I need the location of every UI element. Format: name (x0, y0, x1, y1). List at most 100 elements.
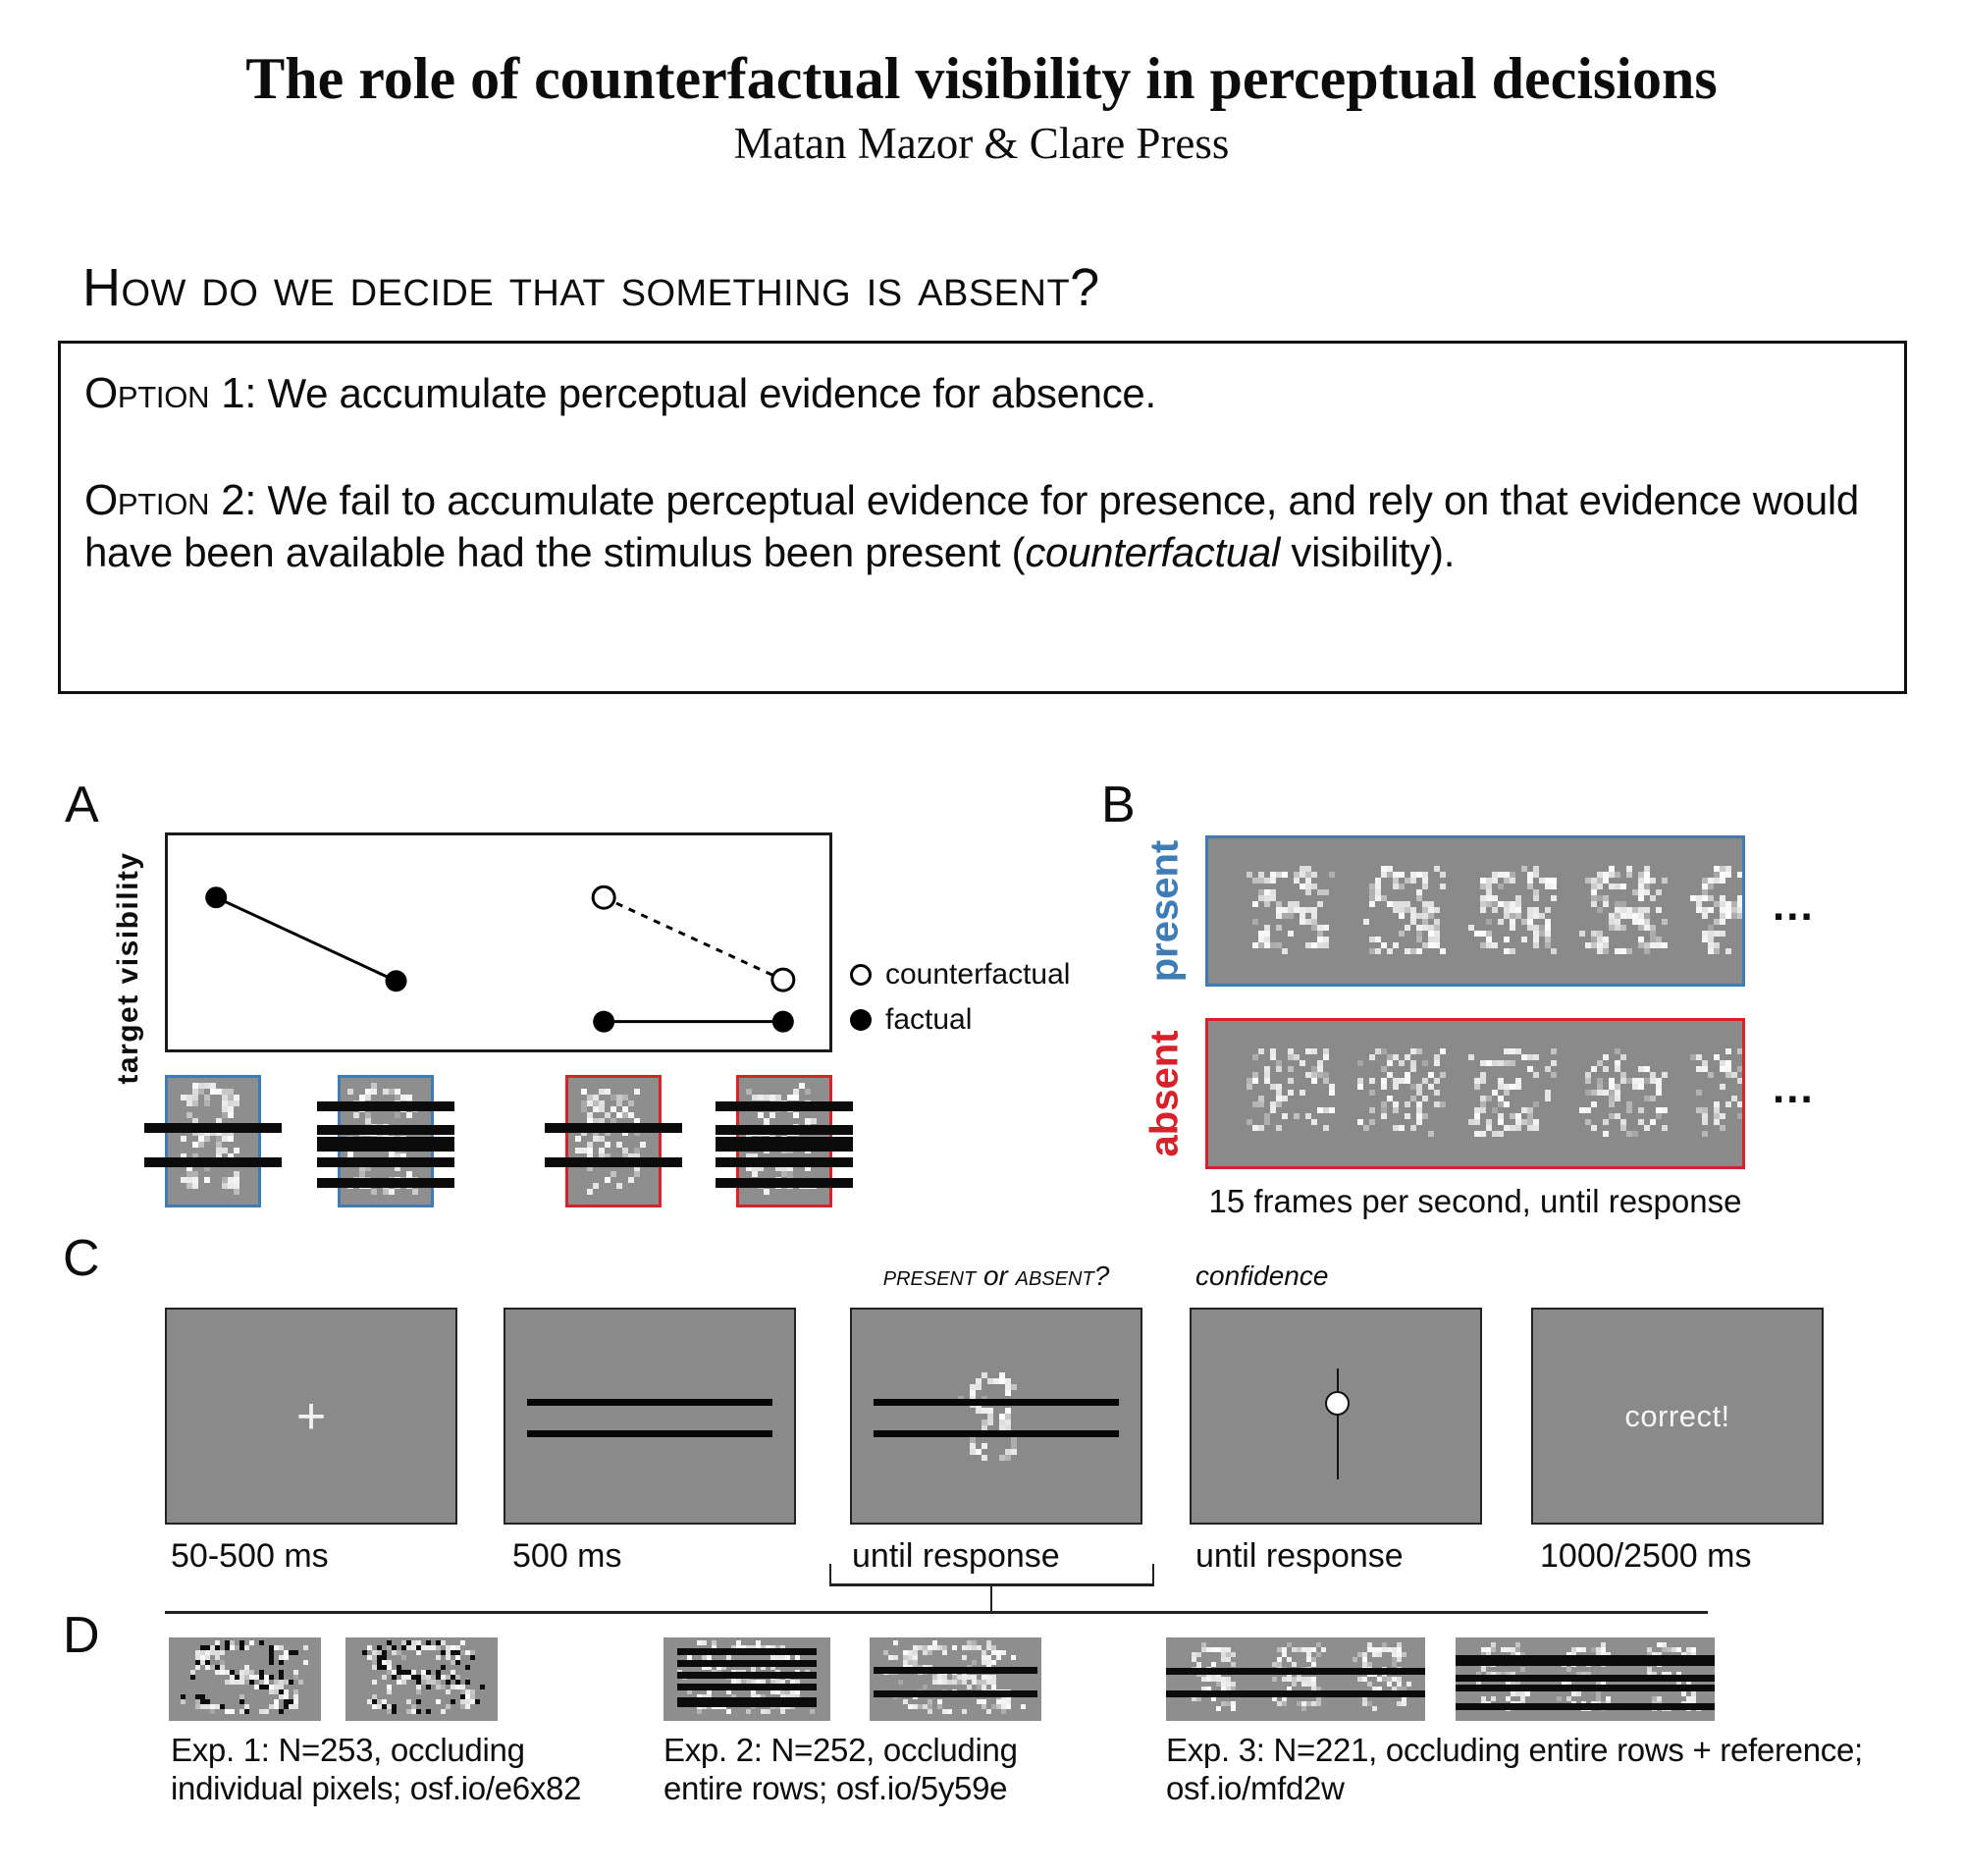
factual-data-point (205, 886, 228, 909)
present-example-patch (317, 1075, 454, 1207)
duration-feedback: 1000/2500 ms (1540, 1537, 1752, 1575)
present-noise-frame (1238, 862, 1346, 960)
bracket-stem (990, 1586, 992, 1612)
experiment-3-stimulus-patch (1166, 1637, 1425, 1721)
experiment-2-stimulus-patch (663, 1637, 830, 1721)
confidence-scale-line (1337, 1368, 1339, 1479)
exp3-caption: Exp. 3: N=221, occluding entire rows + r… (1166, 1731, 1863, 1807)
legend-label-counterfactual: counterfactual (885, 958, 1071, 991)
occluding-bar (1166, 1668, 1425, 1675)
occluding-bar (677, 1648, 817, 1655)
scatter-plot-svg (205, 884, 796, 1033)
screen-confidence (1190, 1308, 1482, 1525)
absent-noise-frame (1459, 1045, 1567, 1143)
counterfactual-data-point (591, 884, 616, 910)
present-noise-frame (1681, 862, 1742, 960)
occluding-bar (874, 1690, 1037, 1697)
absent-example-patch (545, 1075, 682, 1207)
occluding-bar (716, 1137, 853, 1152)
visibility-schematic-plot (165, 832, 832, 1052)
noise-stimulus-image (956, 1370, 1027, 1467)
exp2-caption-line1: Exp. 2: N=252, occluding (663, 1732, 1018, 1768)
occluding-bar (1166, 1690, 1425, 1697)
screen-stimulus (850, 1308, 1142, 1525)
occluding-bar (874, 1667, 1037, 1674)
panel-a-label: A (65, 777, 99, 833)
detection-title-absent: absent? (1015, 1260, 1110, 1291)
present-ellipsis: ... (1773, 882, 1815, 930)
duration-lines: 500 ms (512, 1537, 622, 1575)
frame-rate-caption: 15 frames per second, until response (1208, 1183, 1742, 1219)
occluding-bar (716, 1101, 853, 1111)
noise-image (870, 1637, 1041, 1721)
counterfactual-data-point (770, 967, 796, 992)
exp1-caption-line1: Exp. 1: N=253, occluding (171, 1732, 525, 1768)
occluding-bar (317, 1125, 454, 1135)
factual-trend-line (215, 895, 398, 983)
factual-data-point (593, 1010, 615, 1033)
occluding-bar (677, 1672, 817, 1679)
experiment-2-stimulus-patch (870, 1637, 1041, 1721)
occluding-bar (317, 1157, 454, 1167)
screen-feedback: correct! (1531, 1308, 1824, 1525)
present-example-patch (144, 1075, 282, 1207)
option-2-label: Option 2: (84, 476, 257, 524)
plot-legend: counterfactual factual (850, 958, 1070, 1037)
noise-image (1166, 1637, 1425, 1721)
duration-confidence: until response (1195, 1537, 1404, 1575)
occluder-line (527, 1399, 772, 1406)
option-1-text: We accumulate perceptual evidence for ab… (256, 370, 1157, 416)
occluding-bar (545, 1123, 682, 1133)
confidence-slider-knob (1325, 1391, 1350, 1416)
confidence-title: confidence (1195, 1260, 1329, 1291)
occluding-bar (317, 1178, 454, 1188)
duration-stimulus: until response (852, 1537, 1060, 1575)
variation-bracket (829, 1564, 1154, 1586)
filled-circle-marker (850, 1009, 872, 1031)
occluding-bar (317, 1101, 454, 1111)
open-circle-marker (850, 964, 872, 986)
legend-item-factual: factual (850, 1003, 1070, 1037)
occluding-bar (1456, 1685, 1715, 1691)
legend-label-factual: factual (885, 1003, 973, 1036)
duration-fixation: 50-500 ms (171, 1537, 329, 1575)
option-2-text-after: visibility). (1280, 529, 1456, 575)
occluding-bar (545, 1157, 682, 1167)
occluder-line (874, 1430, 1119, 1437)
detection-title-or: or (976, 1260, 1016, 1291)
option-1-paragraph: Option 1: We accumulate perceptual evide… (84, 367, 1881, 419)
fixation-cross: + (295, 1387, 327, 1445)
panel-d-divider (165, 1611, 1708, 1614)
detection-title-present: present (882, 1260, 977, 1291)
absent-noise-frame (1238, 1045, 1346, 1143)
experiment-1-stimulus-patch (345, 1637, 498, 1721)
occluding-bar (716, 1125, 853, 1135)
present-noise-frame (1570, 862, 1678, 960)
exp2-caption: Exp. 2: N=252, occluding entire rows; os… (663, 1731, 1018, 1807)
occluding-bar (716, 1157, 853, 1167)
options-box: Option 1: We accumulate perceptual evide… (58, 341, 1907, 694)
experiment-1-stimulus-patch (169, 1637, 321, 1721)
present-noise-frame (1349, 862, 1457, 960)
feedback-text: correct! (1624, 1398, 1730, 1433)
figure-authors: Matan Mazor & Clare Press (733, 119, 1230, 168)
option-1-label: Option 1: (84, 369, 257, 417)
occluding-bar (1456, 1675, 1715, 1682)
factual-data-point (771, 1010, 794, 1033)
question-heading: How do we decide that something is absen… (82, 258, 1100, 317)
screen-placeholder-lines (504, 1308, 796, 1525)
absent-example-patch (716, 1075, 853, 1207)
legend-item-counterfactual: counterfactual (850, 958, 1070, 992)
factual-data-point (385, 970, 407, 992)
occluding-bar (677, 1684, 817, 1690)
detection-question-title: present or absent? (834, 1260, 1158, 1292)
option-2-paragraph: Option 2: We fail to accumulate perceptu… (84, 474, 1881, 578)
absent-ellipsis: ... (1773, 1064, 1815, 1112)
occluding-bar (716, 1178, 853, 1188)
exp3-caption-line1: Exp. 3: N=221, occluding entire rows + r… (1166, 1732, 1863, 1768)
panel-c-label: C (63, 1230, 100, 1287)
option-2-italic-word: counterfactual (1025, 529, 1280, 575)
counterfactual-trend-line (603, 895, 784, 982)
figure-title: The role of counterfactual visibility in… (245, 46, 1718, 111)
